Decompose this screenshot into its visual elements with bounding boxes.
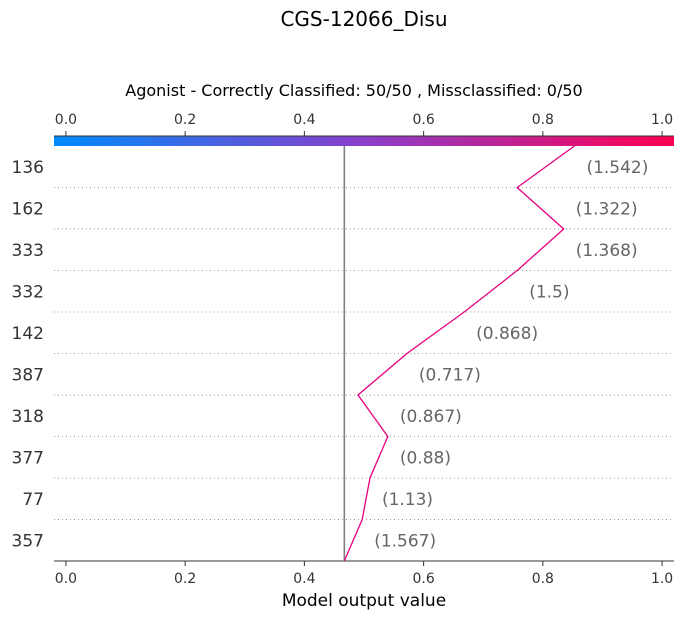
feature-value: (1.5) bbox=[529, 282, 569, 302]
bottom-tick-label: 0.2 bbox=[174, 571, 196, 587]
decision-path-group bbox=[343, 145, 575, 562]
feature-label: 318 bbox=[12, 407, 44, 427]
feature-value: (0.717) bbox=[419, 365, 481, 385]
feature-label: 332 bbox=[12, 282, 44, 302]
feature-label: 142 bbox=[12, 324, 44, 344]
feature-labels: 136 162 333 332 142 387 318 377 77 357 bbox=[12, 158, 44, 552]
feature-value: (1.13) bbox=[382, 490, 433, 510]
bottom-tick-label: 0.4 bbox=[293, 571, 315, 587]
feature-value: (1.368) bbox=[576, 241, 638, 261]
top-tick-label: 0.8 bbox=[532, 112, 554, 128]
x-axis-label: Model output value bbox=[282, 591, 446, 611]
bottom-tick-label: 0.8 bbox=[532, 571, 554, 587]
top-axis: 0.0 0.2 0.4 0.6 0.8 1.0 bbox=[54, 112, 674, 137]
decision-path-line bbox=[343, 145, 575, 562]
bottom-tick-label: 1.0 bbox=[651, 571, 673, 587]
feature-value: (0.88) bbox=[400, 448, 451, 468]
feature-value: (0.867) bbox=[400, 407, 462, 427]
bottom-tick-label: 0.0 bbox=[55, 571, 77, 587]
feature-value: (1.567) bbox=[374, 531, 436, 551]
feature-label: 333 bbox=[12, 241, 44, 261]
feature-label: 136 bbox=[12, 158, 44, 178]
top-tick-label: 0.6 bbox=[412, 112, 434, 128]
feature-value: (1.322) bbox=[576, 199, 638, 219]
feature-label: 377 bbox=[12, 448, 44, 468]
top-tick-label: 0.0 bbox=[55, 112, 77, 128]
row-grid bbox=[54, 187, 674, 520]
feature-values: (1.542) (1.322) (1.368) (1.5) (0.868) (0.717)… bbox=[374, 158, 648, 552]
top-tick-label: 1.0 bbox=[651, 112, 673, 128]
feature-label: 387 bbox=[12, 365, 44, 385]
chart-title: CGS-12066_Disu bbox=[280, 7, 447, 31]
top-tick-label: 0.2 bbox=[174, 112, 196, 128]
feature-label: 357 bbox=[12, 531, 44, 551]
feature-value: (1.542) bbox=[586, 158, 648, 178]
top-tick-label: 0.4 bbox=[293, 112, 315, 128]
colorbar bbox=[54, 136, 674, 146]
feature-value: (0.868) bbox=[476, 324, 538, 344]
chart-subtitle: Agonist - Correctly Classified: 50/50 , … bbox=[125, 81, 582, 100]
feature-label: 162 bbox=[12, 199, 44, 219]
bottom-axis: 0.0 0.2 0.4 0.6 0.8 1.0 bbox=[54, 560, 674, 587]
bottom-tick-label: 0.6 bbox=[412, 571, 434, 587]
feature-label: 77 bbox=[22, 490, 44, 510]
